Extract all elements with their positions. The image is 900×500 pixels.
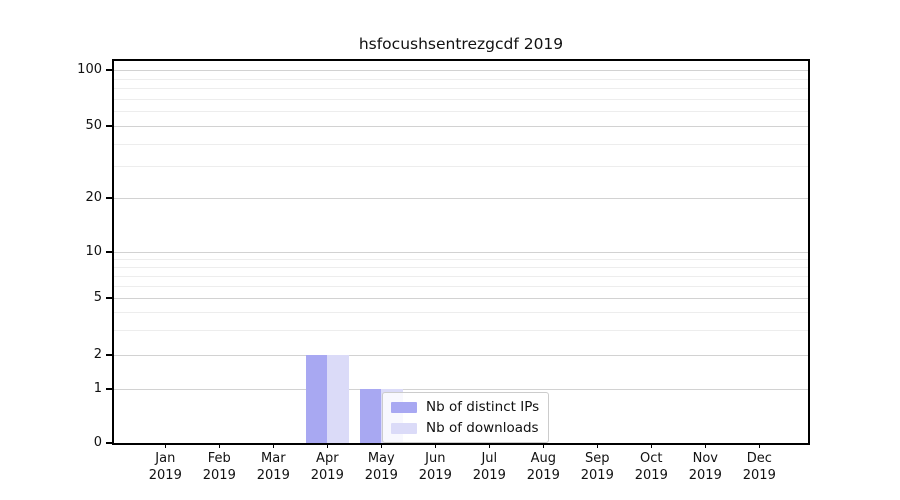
x-tick-mark bbox=[488, 443, 491, 448]
gridlines-layer bbox=[114, 61, 808, 443]
y-tick-mark bbox=[106, 125, 112, 127]
x-tick-year: 2019 bbox=[418, 468, 452, 483]
x-tick-month: Jul bbox=[481, 451, 498, 466]
minor-gridline bbox=[114, 88, 808, 89]
y-tick-mark bbox=[106, 251, 112, 253]
x-tick-year: 2019 bbox=[148, 468, 182, 483]
x-tick-mark bbox=[650, 443, 652, 448]
minor-gridline bbox=[114, 78, 808, 80]
y-tick-mark bbox=[106, 297, 112, 299]
x-tick-mark bbox=[434, 443, 437, 448]
bar-downloads bbox=[327, 355, 349, 443]
y-tick-mark bbox=[106, 197, 112, 199]
x-tick-label: Feb 2019 bbox=[189, 450, 249, 484]
y-tick-mark bbox=[106, 442, 112, 444]
minor-gridline bbox=[114, 166, 808, 168]
x-tick-label: Aug 2019 bbox=[513, 450, 573, 484]
minor-gridline bbox=[114, 329, 808, 331]
legend-swatch bbox=[391, 422, 417, 434]
x-tick-year: 2019 bbox=[472, 468, 506, 483]
x-tick-month: Nov bbox=[692, 451, 718, 466]
x-tick-mark bbox=[380, 443, 383, 448]
x-tick-label: Mar 2019 bbox=[243, 450, 303, 484]
x-tick-label: Jan 2019 bbox=[135, 450, 195, 484]
x-tick-label: Jul 2019 bbox=[459, 450, 519, 484]
x-tick-mark bbox=[272, 443, 275, 448]
y-tick-mark bbox=[106, 388, 112, 390]
major-gridline bbox=[114, 298, 808, 299]
x-tick-year: 2019 bbox=[202, 468, 236, 483]
x-tick-label: Dec 2019 bbox=[729, 450, 789, 484]
x-tick-label: Oct 2019 bbox=[621, 450, 681, 484]
major-gridline bbox=[114, 389, 808, 390]
x-tick-month: Jun bbox=[425, 451, 446, 466]
minor-gridline bbox=[114, 98, 808, 100]
x-tick-year: 2019 bbox=[742, 468, 776, 483]
legend-item-label: Nb of downloads bbox=[426, 420, 539, 436]
x-tick-label: Jun 2019 bbox=[405, 450, 465, 484]
major-gridline bbox=[114, 70, 808, 71]
x-tick-year: 2019 bbox=[256, 468, 290, 483]
x-tick-month: Apr bbox=[316, 451, 339, 466]
legend-item: Nb of downloads bbox=[391, 420, 539, 436]
minor-gridline bbox=[114, 285, 808, 287]
x-tick-label: Apr 2019 bbox=[297, 450, 357, 484]
x-tick-month: Dec bbox=[746, 451, 772, 466]
y-tick-label: 5 bbox=[93, 290, 102, 305]
x-tick-mark bbox=[542, 443, 544, 448]
x-tick-mark bbox=[596, 443, 598, 448]
x-tick-mark bbox=[326, 443, 329, 448]
chart-title: hsfocushsentrezgcdf 2019 bbox=[358, 35, 564, 53]
x-tick-year: 2019 bbox=[580, 468, 614, 483]
x-tick-label: May 2019 bbox=[351, 450, 411, 484]
minor-gridline bbox=[114, 275, 808, 277]
y-tick-label: 50 bbox=[85, 118, 102, 133]
x-tick-year: 2019 bbox=[310, 468, 344, 483]
x-tick-year: 2019 bbox=[688, 468, 722, 483]
plot-area bbox=[112, 59, 810, 445]
major-gridline bbox=[114, 198, 808, 199]
x-tick-year: 2019 bbox=[634, 468, 668, 483]
x-tick-label: Sep 2019 bbox=[567, 450, 627, 484]
x-tick-month: Jan bbox=[155, 451, 176, 466]
y-tick-label: 10 bbox=[85, 244, 102, 259]
y-tick-label: 1 bbox=[93, 381, 102, 396]
x-tick-mark bbox=[164, 443, 167, 448]
minor-gridline bbox=[114, 311, 808, 313]
y-tick-label: 20 bbox=[85, 190, 102, 205]
x-tick-year: 2019 bbox=[364, 468, 398, 483]
major-gridline bbox=[114, 252, 808, 253]
legend: Nb of distinct IPs Nb of downloads bbox=[382, 392, 550, 443]
x-tick-month: Sep bbox=[585, 451, 610, 466]
legend-item: Nb of distinct IPs bbox=[391, 399, 539, 415]
y-tick-mark bbox=[106, 69, 112, 71]
y-tick-label: 100 bbox=[77, 62, 102, 77]
x-tick-month: Oct bbox=[640, 451, 663, 466]
x-tick-month: Mar bbox=[261, 451, 286, 466]
bar-distinct-ips bbox=[359, 389, 382, 443]
legend-item-label: Nb of distinct IPs bbox=[426, 399, 540, 415]
x-tick-mark bbox=[704, 443, 706, 448]
x-tick-month: Feb bbox=[207, 451, 231, 466]
legend-swatch bbox=[391, 401, 417, 413]
minor-gridline bbox=[114, 259, 808, 260]
x-tick-month: Aug bbox=[530, 451, 556, 466]
y-tick-mark bbox=[106, 354, 112, 356]
y-tick-label: 0 bbox=[93, 435, 102, 450]
y-tick-label: 2 bbox=[93, 347, 102, 362]
bars-layer bbox=[114, 61, 808, 443]
x-tick-mark bbox=[758, 443, 760, 448]
major-gridline bbox=[114, 126, 808, 127]
x-tick-label: Nov 2019 bbox=[675, 450, 735, 484]
x-tick-mark bbox=[218, 443, 221, 448]
minor-gridline bbox=[114, 266, 808, 268]
minor-gridline bbox=[114, 143, 808, 145]
minor-gridline bbox=[114, 111, 808, 113]
major-gridline bbox=[114, 355, 808, 356]
bar-distinct-ips bbox=[305, 355, 328, 443]
x-tick-year: 2019 bbox=[526, 468, 560, 483]
x-tick-month: May bbox=[367, 451, 395, 466]
